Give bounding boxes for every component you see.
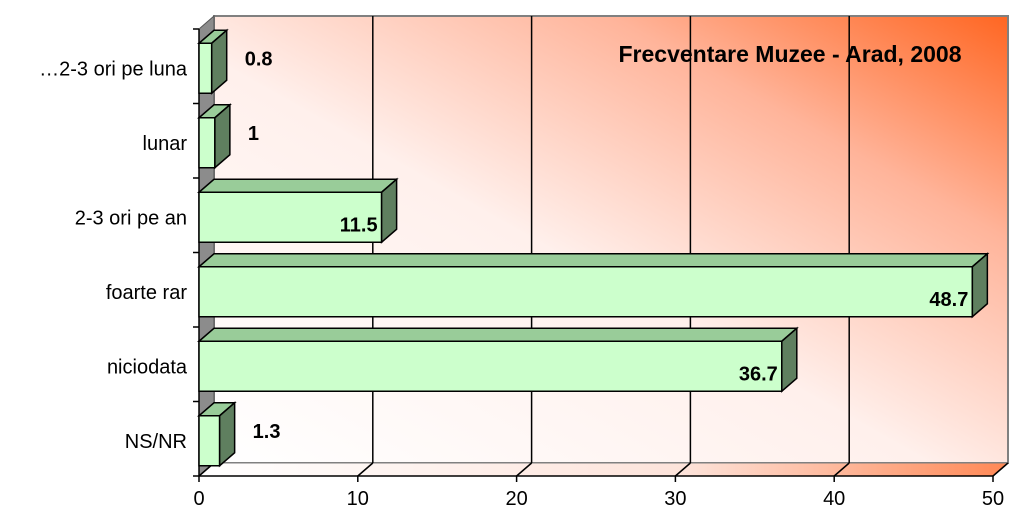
x-tick-label: 30 xyxy=(664,488,686,510)
data-label: 11.5 xyxy=(340,214,378,236)
category-label: …2-3 ori pe luna xyxy=(39,58,188,80)
bar xyxy=(196,103,232,170)
bar-side xyxy=(971,252,989,319)
floor-tick xyxy=(674,462,691,477)
bar-top xyxy=(196,327,799,342)
chart-title: Frecventare Muzee - Arad, 2008 xyxy=(618,41,961,67)
bar-front xyxy=(198,117,216,169)
floor-tick xyxy=(833,462,850,477)
data-label: 48.7 xyxy=(929,289,968,311)
category-label: foarte rar xyxy=(106,282,187,304)
data-label: 36.7 xyxy=(739,363,778,385)
labels: 0 10 20 30 40 50 …2-3 ori pe luna 0.8 lunar 1 2-3 … xyxy=(39,48,1004,510)
data-label: 0.8 xyxy=(245,48,273,70)
bar xyxy=(196,326,799,393)
x-tick-label: 10 xyxy=(347,488,369,510)
bar xyxy=(196,28,229,95)
floor-tick xyxy=(357,462,374,477)
bar-side xyxy=(781,326,798,393)
bar xyxy=(196,401,237,468)
bar xyxy=(196,252,990,319)
bar xyxy=(196,177,399,244)
bar-side xyxy=(210,28,228,95)
floor-tick xyxy=(516,462,533,477)
x-tick-label: 20 xyxy=(505,488,527,510)
category-label: niciodata xyxy=(107,356,188,378)
x-tick-label: 50 xyxy=(982,488,1004,510)
bar-front xyxy=(198,415,221,467)
bar-side xyxy=(214,103,231,170)
category-label: 2-3 ori pe an xyxy=(75,207,187,229)
chart-floor xyxy=(197,462,1010,477)
x-tick-label: 0 xyxy=(193,488,204,510)
bar-front xyxy=(198,266,974,318)
x-tick-label: 40 xyxy=(823,488,845,510)
bar-top xyxy=(196,178,399,193)
axes xyxy=(193,28,994,482)
data-label: 1 xyxy=(248,123,259,145)
bar-top xyxy=(196,253,990,268)
category-label: NS/NR xyxy=(125,431,187,453)
bars xyxy=(196,28,990,468)
bar-side xyxy=(380,177,398,244)
bar-front xyxy=(198,340,783,392)
floor-tick xyxy=(992,462,1009,477)
category-label: lunar xyxy=(143,133,188,155)
bar-front xyxy=(198,42,213,94)
data-label: 1.3 xyxy=(253,421,281,443)
bar-side xyxy=(218,401,236,468)
